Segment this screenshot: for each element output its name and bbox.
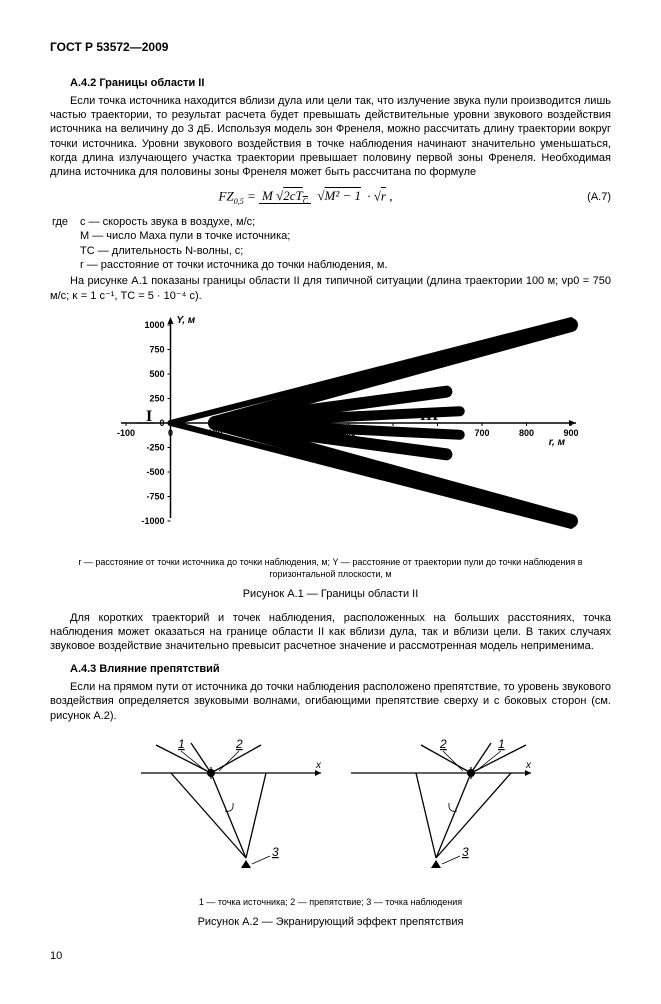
svg-text:0: 0 (159, 418, 164, 428)
svg-text:3: 3 (462, 845, 469, 859)
svg-text:1000: 1000 (144, 320, 164, 330)
svg-text:-1000: -1000 (141, 516, 164, 526)
svg-text:-750: -750 (146, 491, 164, 501)
svg-text:2: 2 (439, 737, 447, 751)
svg-text:750: 750 (149, 344, 164, 354)
page-number: 10 (50, 949, 611, 963)
where-intro: где (50, 215, 80, 229)
where-tc: TС — длительность N-волны, с; (80, 244, 611, 258)
doc-header: ГОСТ Р 53572—2009 (50, 40, 611, 56)
section-a42-p3: Для коротких траекторий и точек наблюден… (50, 611, 611, 654)
section-a42-p1: Если точка источника находится вблизи ду… (50, 94, 611, 180)
svg-text:-250: -250 (146, 442, 164, 452)
svg-text:Y, м: Y, м (176, 315, 195, 326)
section-a42-title: А.4.2 Границы области II (50, 76, 611, 90)
svg-text:1: 1 (178, 737, 185, 751)
formula-sub: 0,5 (234, 197, 244, 206)
formula-number: (A.7) (561, 190, 611, 204)
fig-a1-note: r — расстояние от точки источника до точ… (50, 557, 611, 580)
svg-text:r, м: r, м (548, 437, 565, 448)
where-m: M — число Маха пули в точке источника; (80, 229, 611, 243)
svg-text:2: 2 (235, 737, 243, 751)
svg-text:x: x (315, 760, 322, 771)
svg-text:250: 250 (149, 393, 164, 403)
where-c: c — скорость звука в воздухе, м/с; (80, 215, 255, 229)
chart-a1: 1000750500250-250-500-750-10000-10001002… (50, 313, 611, 547)
formula-fz: FZ (219, 188, 234, 203)
fig-a1-caption: Рисунок А.1 — Границы области II (50, 587, 611, 601)
section-a42-p2: На рисунке А.1 показаны границы области … (50, 274, 611, 303)
fig-a2-wrap: x 1 2 3 x 1 2 3 (50, 733, 611, 887)
formula-a7: FZ0,5 = M √2cTC √M² − 1 · √r , (A.7) (50, 188, 611, 207)
svg-text:500: 500 (149, 369, 164, 379)
svg-text:3: 3 (272, 845, 279, 859)
svg-text:800: 800 (518, 428, 533, 438)
svg-text:II: II (250, 407, 262, 424)
formula-content: FZ0,5 = M √2cTC √M² − 1 · √r , (50, 188, 561, 207)
section-a43-p1: Если на прямом пути от источника до точк… (50, 680, 611, 723)
svg-text:1: 1 (498, 737, 505, 751)
svg-text:III: III (419, 407, 438, 424)
svg-text:900: 900 (563, 428, 578, 438)
where-block: гдеc — скорость звука в воздухе, м/с; M … (50, 215, 611, 272)
fig-a2-note: 1 — точка источника; 2 — препятствие; 3 … (50, 897, 611, 909)
where-r: r — расстояние от точки источника до точ… (80, 258, 611, 272)
svg-text:0: 0 (167, 428, 172, 438)
chart-svg: 1000750500250-250-500-750-10000-10001002… (81, 313, 581, 543)
svg-text:700: 700 (474, 428, 489, 438)
svg-text:x: x (525, 760, 532, 771)
section-a43-title: А.4.3 Влияние препятствий (50, 662, 611, 676)
svg-text:-500: -500 (146, 467, 164, 477)
fig-a2-caption: Рисунок А.2 — Экранирующий эффект препят… (50, 915, 611, 929)
fig-a2-svg: x 1 2 3 x 1 2 3 (111, 733, 551, 883)
svg-text:-100: -100 (116, 428, 134, 438)
